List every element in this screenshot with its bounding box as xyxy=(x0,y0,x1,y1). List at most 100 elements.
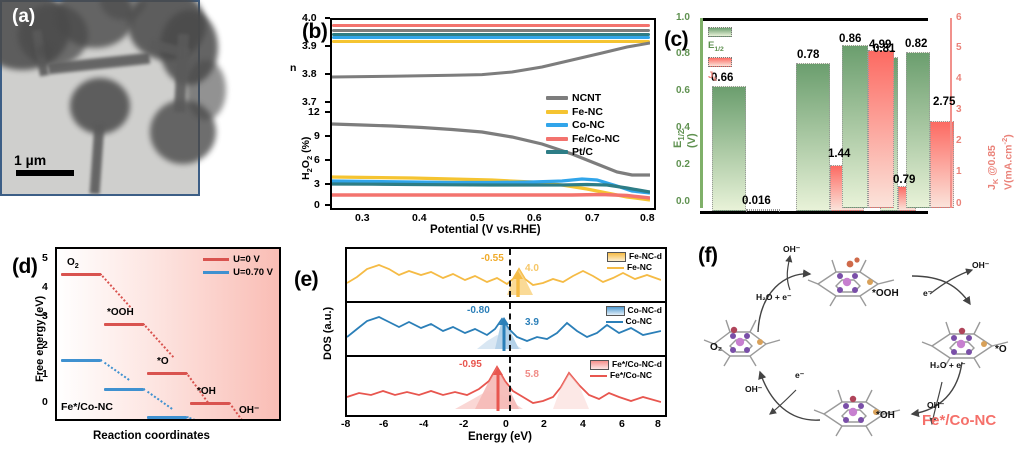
panel-e-sub-co-nc: -0.80 3.9 Co-NC-d Co-NC xyxy=(345,301,667,357)
panel-label-d: (d) xyxy=(12,255,38,278)
f-label-oh-top: OH⁻ xyxy=(783,244,801,254)
panel-e-sub-fe-nc: -0.55 4.0 Fe-NC-d Fe-NC xyxy=(345,247,667,303)
b-xtick-0.7: 0.7 xyxy=(585,212,600,224)
e-xtick-6: 6 xyxy=(619,418,625,430)
e-rightval-3: 5.8 xyxy=(525,369,539,380)
b-ylabel-n: n xyxy=(290,62,297,74)
c-value-e12-4: 0.82 xyxy=(905,38,928,50)
c-ylabel-left: E1/2 (V) xyxy=(672,129,699,148)
e-legend-line-2: Co-NC xyxy=(605,316,662,327)
e-dband-1: -0.55 xyxy=(481,253,504,264)
d-ytick-5: 5 xyxy=(42,252,48,264)
panel-label-a: (a) xyxy=(12,6,36,27)
e-legend-fill-2: Co-NC-d xyxy=(605,305,662,316)
e-legend-fill-1: Fe-NC-d xyxy=(606,251,662,262)
d-legend-label-u0: U=0 V xyxy=(233,254,260,265)
f-label-oh-right: OH⁻ xyxy=(972,260,990,270)
e-fermi-line-2 xyxy=(509,303,511,351)
b-xtick-0.8: 0.8 xyxy=(640,212,655,224)
bar-e12-ptc xyxy=(906,52,930,208)
b-ytick-3.7: 3.7 xyxy=(302,96,317,108)
e-arrow-1 xyxy=(513,271,523,297)
c-swatch-e12 xyxy=(708,27,732,38)
scalebar xyxy=(16,170,74,176)
d-label-o: *O xyxy=(157,356,169,367)
f-label-oh-bottom-right: OH⁻ xyxy=(927,400,945,410)
c-value-jk-1: 1.44 xyxy=(828,148,851,160)
legend-item-feco-nc: Fe/Co-NC xyxy=(546,133,620,147)
b-ytick-9: 9 xyxy=(314,130,320,142)
d-ytick-2: 2 xyxy=(42,339,48,351)
panel-label-f: (f) xyxy=(698,244,718,267)
b-ytick-0: 0 xyxy=(314,199,320,211)
tem-image: (a) 1 µm xyxy=(0,0,226,196)
f-label-h2o-e-bottom: H₂O + e⁻ xyxy=(930,360,966,370)
f-label-oh-state: *OH xyxy=(876,410,895,421)
e-legend-line-1: Fe-NC xyxy=(606,262,662,273)
c-value-jk-2: 0.79 xyxy=(893,174,916,186)
c-value-e12-1: 0.78 xyxy=(797,49,820,61)
d-step-red-o2 xyxy=(61,273,101,276)
b-ytick-6: 6 xyxy=(314,154,320,166)
legend-label-feco-nc: Fe/Co-NC xyxy=(572,132,620,145)
e-legend-line-3: Fe*/Co-NC xyxy=(589,370,662,381)
c-value-jk-3: 4.99 xyxy=(869,39,892,51)
b-ytick-12: 12 xyxy=(308,106,320,118)
legend-item-co-nc: Co-NC xyxy=(546,119,620,133)
molecule-o2 xyxy=(703,319,781,367)
d-ytick-1: 1 xyxy=(42,368,48,380)
c-value-e12-2: 0.81 xyxy=(873,43,896,55)
c-rytick-5: 5 xyxy=(956,42,962,53)
e-xtick--2: -2 xyxy=(459,418,469,430)
c-left-axis xyxy=(700,18,703,208)
c-rytick-1: 1 xyxy=(956,166,962,177)
c-lytick-1.0: 1.0 xyxy=(676,12,690,23)
molecule-ooh xyxy=(807,257,895,307)
e-rightval-2: 3.9 xyxy=(525,317,539,328)
e-fermi-line-3 xyxy=(509,357,511,411)
b-ytick-4.0: 4.0 xyxy=(302,12,317,24)
c-lytick-0.0: 0.0 xyxy=(676,196,690,207)
c-lytick-0.8: 0.8 xyxy=(676,48,690,59)
e-dband-3: -0.95 xyxy=(459,359,482,370)
c-value-e12-3: 0.86 xyxy=(839,33,862,45)
bar-e12-ncnt xyxy=(712,85,746,211)
molecule-oh xyxy=(813,389,901,437)
e-xtick--8: -8 xyxy=(341,418,351,430)
b-xlabel: Potential (V vs.RHE) xyxy=(430,224,541,236)
c-legend-jk: Jk xyxy=(708,56,735,86)
legend-label-fe-nc: Fe-NC xyxy=(572,105,603,118)
e-arrow-2 xyxy=(499,317,509,351)
c-rytick-4: 4 xyxy=(956,73,962,84)
molecule-o xyxy=(921,321,1009,369)
e-dband-2: -0.80 xyxy=(467,305,490,316)
legend-label-ncnt: NCNT xyxy=(572,92,602,104)
panel-c-axes-right xyxy=(840,18,954,208)
e-legend-2: Co-NC-d Co-NC xyxy=(605,305,662,327)
d-ytick-0: 0 xyxy=(42,396,48,408)
f-label-o-state: *O xyxy=(995,344,1007,355)
f-label-e-right: e⁻ xyxy=(923,288,933,298)
c-right-axis xyxy=(950,18,952,208)
c-swatch-jk xyxy=(708,57,732,68)
bar-e12-feco-nc xyxy=(842,44,868,208)
d-step-red-o xyxy=(147,372,187,375)
bar-jk-ncnt xyxy=(746,209,780,211)
e-ylabel: DOS (a.u.) xyxy=(322,306,334,360)
d-step-blue-o xyxy=(147,416,187,419)
f-cycle-arrows xyxy=(757,254,974,426)
f-title: Fe*/Co-NC xyxy=(922,412,997,429)
f-label-ooh: *OOH xyxy=(872,288,899,299)
f-label-o2-state: O₂ xyxy=(710,342,723,353)
panel-f: (f) xyxy=(690,232,1024,466)
panel-d-axes: O2 *OOH *O *OH OH⁻ Fe*/Co-NC U=0 V U=0.7… xyxy=(55,247,281,421)
d-step-blue-ooh xyxy=(104,388,144,391)
b-xtick-0.6: 0.6 xyxy=(527,212,542,224)
c-value-jk-4: 2.75 xyxy=(933,96,956,108)
d-label-oh: *OH xyxy=(197,386,216,397)
e-xtick--4: -4 xyxy=(419,418,429,430)
panel-label-c: (c) xyxy=(664,28,689,51)
panel-b-bottom-axes xyxy=(330,102,656,210)
d-corner-label: Fe*/Co-NC xyxy=(61,401,113,413)
e-xtick-4: 4 xyxy=(580,418,586,430)
